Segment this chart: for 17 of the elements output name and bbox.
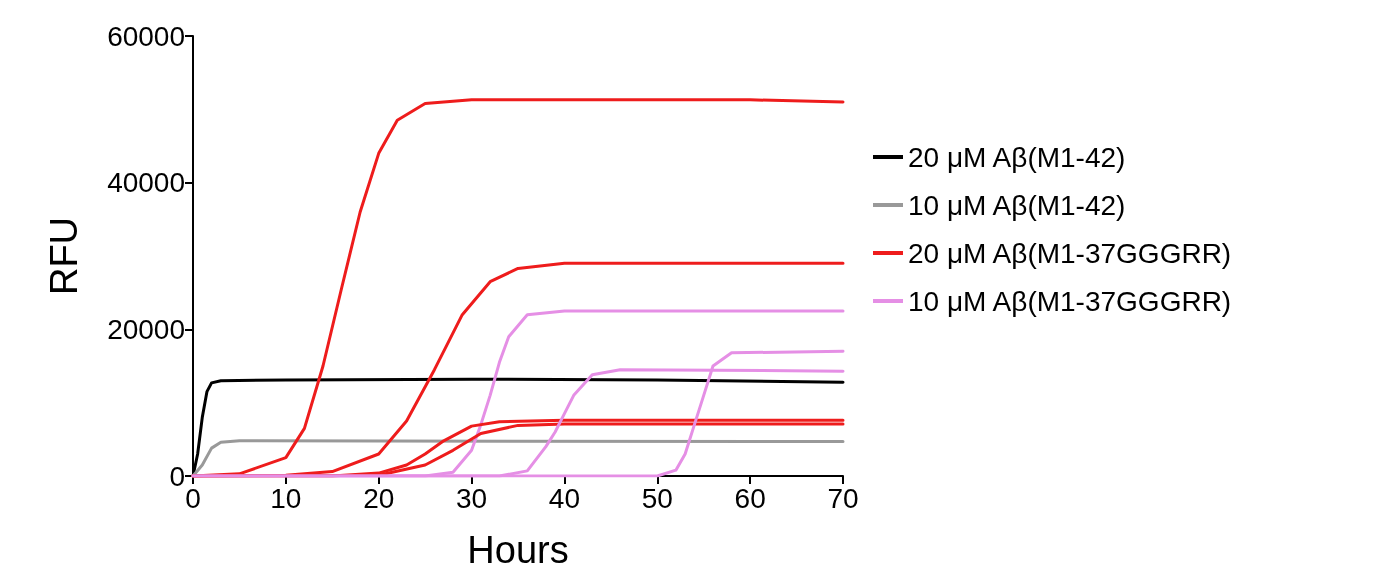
x-tick-label: 50 (641, 482, 673, 514)
x-tick-label: 30 (455, 482, 488, 514)
y-tick-label: 60000 (107, 20, 185, 52)
legend-label: 20 μM Aβ(M1-37GGGRR) (908, 237, 1232, 269)
legend-label: 20 μM Aβ(M1-42) (908, 141, 1126, 173)
x-tick-label: 10 (270, 482, 302, 514)
y-tick-label: 0 (169, 460, 185, 492)
x-tick-label: 60 (734, 482, 766, 514)
y-tick-label: 20000 (107, 313, 185, 345)
x-tick-label: 70 (827, 482, 859, 514)
y-tick-label: 40000 (107, 167, 185, 199)
legend-label: 10 μM Aβ(M1-42) (908, 189, 1126, 221)
x-tick-label: 40 (548, 482, 581, 514)
legend-label: 10 μM Aβ(M1-37GGGRR) (908, 285, 1232, 317)
y-axis-title: RFU (43, 216, 85, 296)
x-tick-label: 20 (363, 482, 395, 514)
x-axis-title: Hours (467, 529, 569, 571)
